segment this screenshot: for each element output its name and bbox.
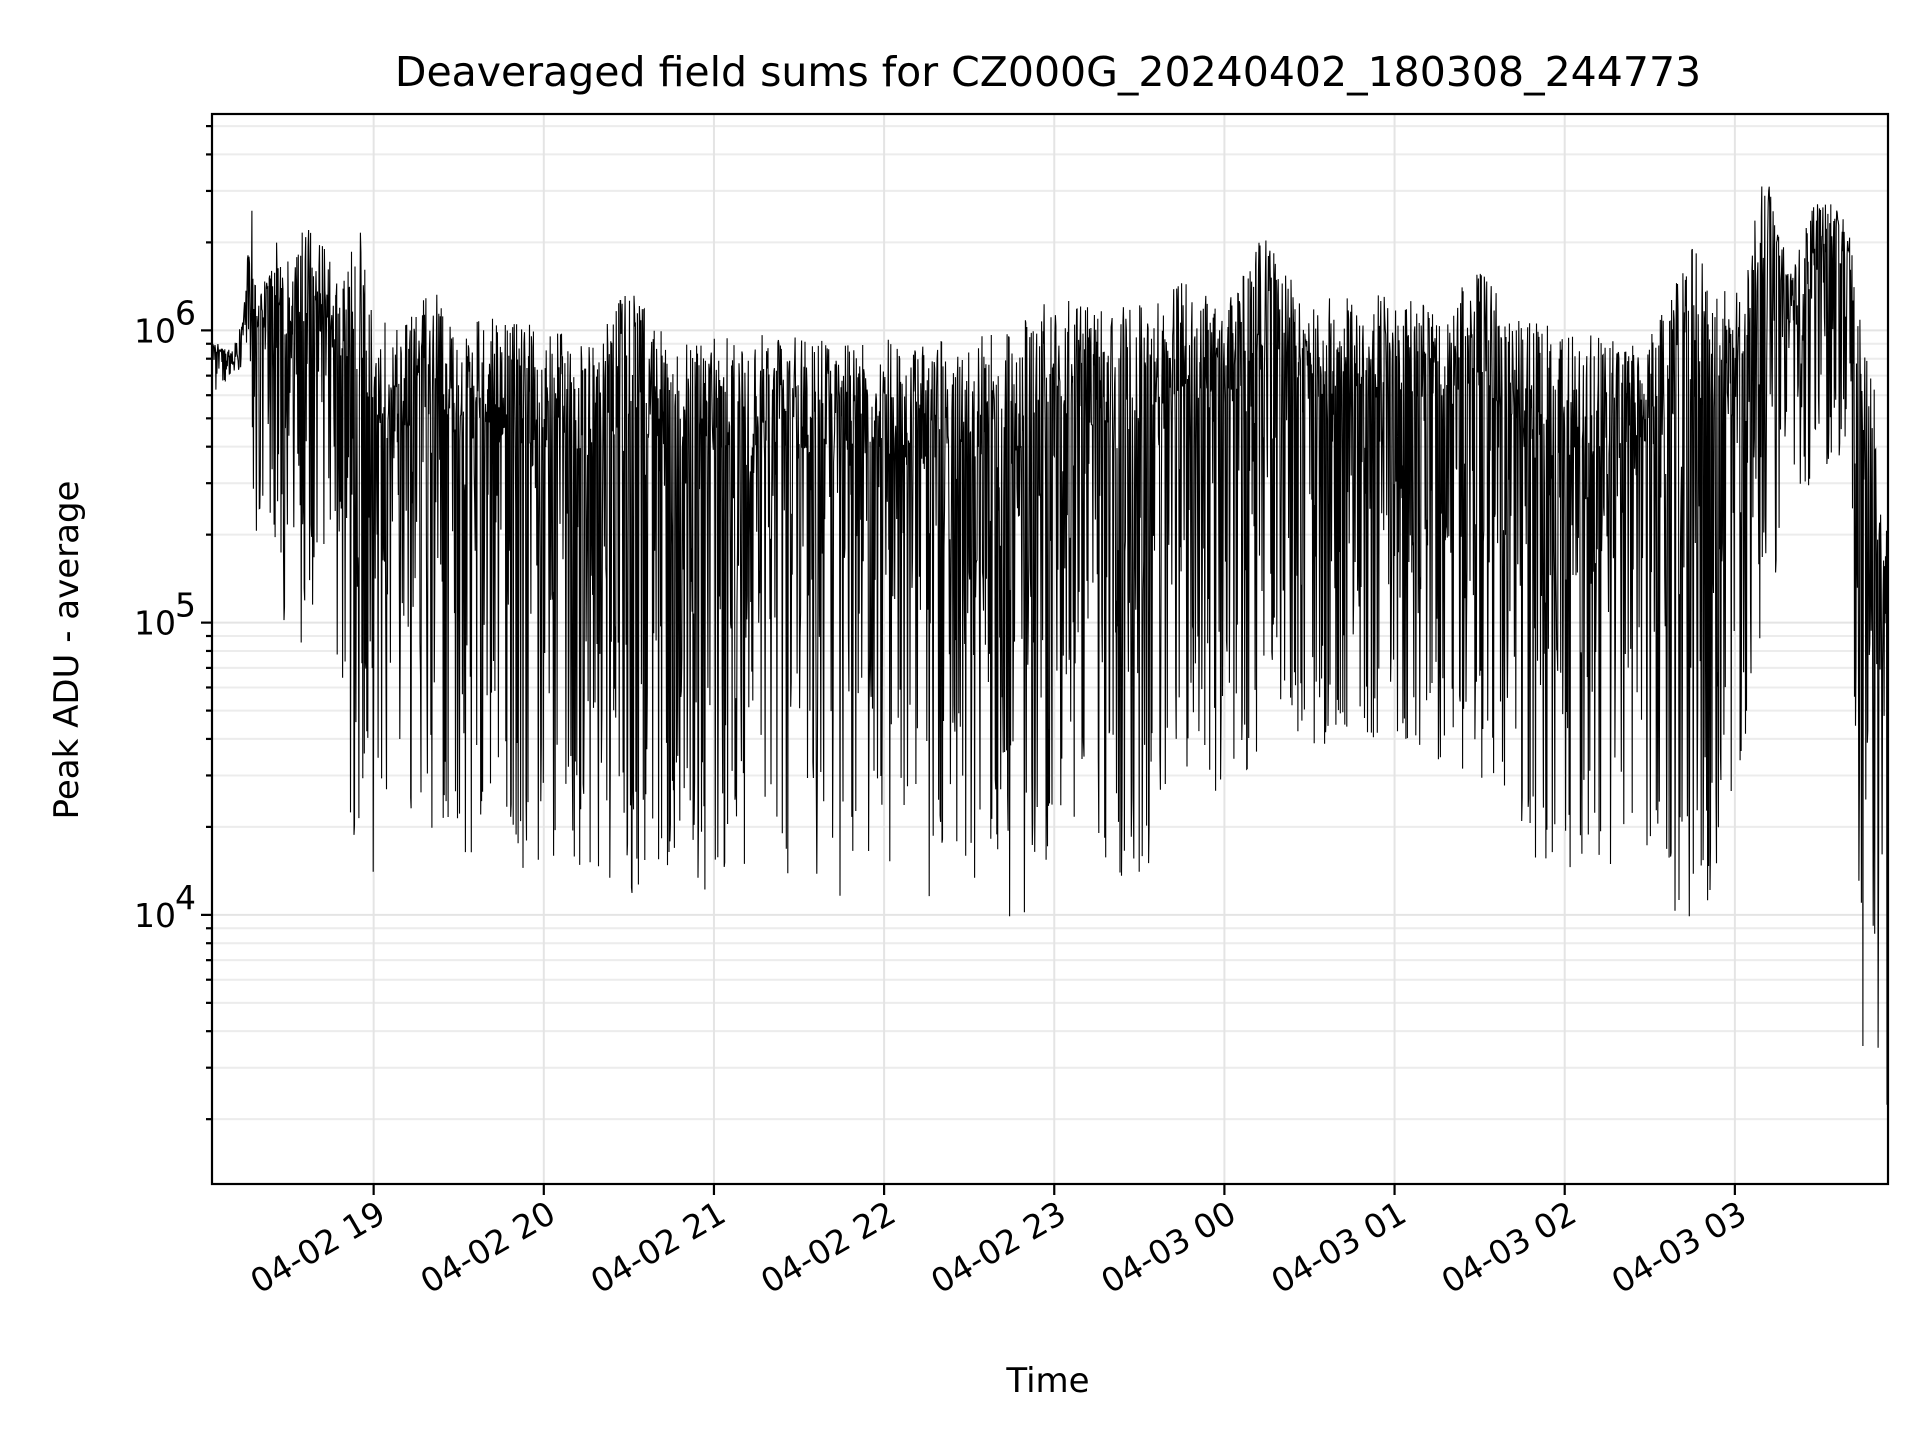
plot-area <box>210 112 1890 1186</box>
series-line <box>211 186 1889 1105</box>
plot-frame <box>210 112 1890 1186</box>
y-tick-exponent: 5 <box>175 586 196 625</box>
major-grid <box>212 114 1888 1184</box>
y-tick-exponent: 4 <box>175 878 196 917</box>
y-axis-label: Peak ADU - average <box>47 481 87 820</box>
y-tick-label: 10 <box>134 311 176 350</box>
y-tick-label: 10 <box>134 604 176 643</box>
series-layer <box>211 186 1889 1105</box>
chart-title: Deaveraged field sums for CZ000G_2024040… <box>395 48 1701 96</box>
x-axis-label: Time <box>1005 1361 1089 1401</box>
y-tick-exponent: 6 <box>175 293 196 332</box>
y-tick-label: 10 <box>134 896 176 935</box>
